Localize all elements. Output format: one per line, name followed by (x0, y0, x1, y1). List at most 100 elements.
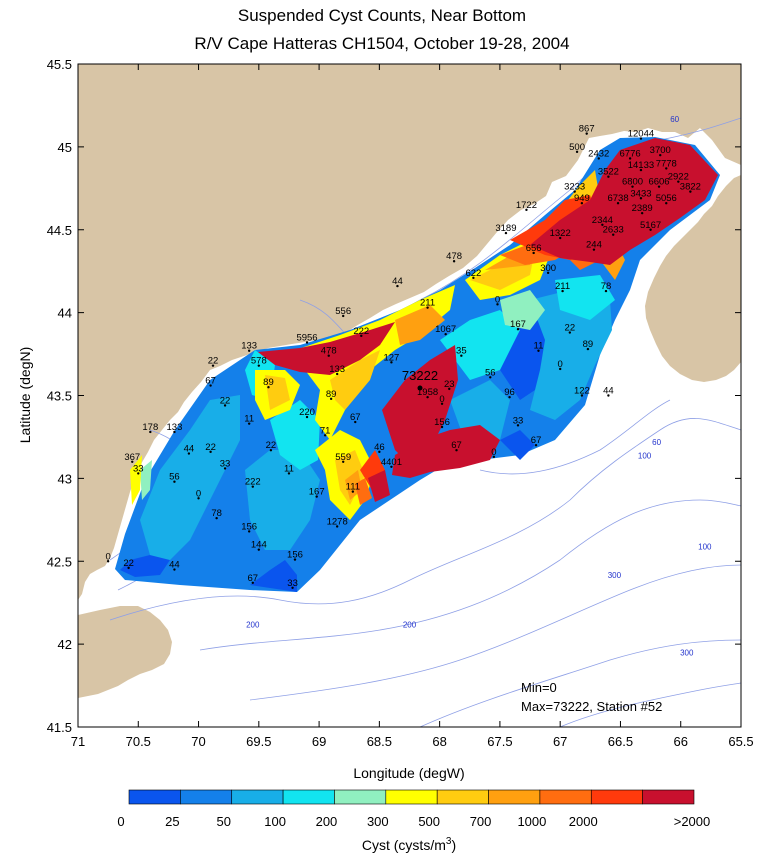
station-marker (396, 284, 399, 288)
station-marker (586, 347, 590, 351)
colorbar-swatch (334, 789, 387, 805)
station-value-label: 6800 (622, 177, 643, 188)
station-value-label: 22 (266, 440, 277, 451)
station-value-label: 478 (321, 346, 337, 357)
land-masses (78, 64, 741, 698)
station-marker (585, 132, 588, 135)
station-value-label: 3700 (650, 145, 671, 156)
station-marker (607, 175, 610, 178)
station-marker (580, 202, 584, 205)
colorbar-tick-label: 100 (264, 814, 286, 829)
station-value-label: 12044 (628, 129, 654, 140)
colorbar-tick-label: 200 (316, 814, 338, 829)
station-marker (247, 530, 251, 533)
station-value-label: 127 (383, 352, 399, 363)
colorbar-swatch (539, 789, 592, 805)
station-marker (444, 332, 447, 336)
station-marker (452, 260, 456, 263)
x-tick-label: 70 (191, 734, 205, 749)
station-marker (315, 495, 318, 498)
y-tick-label: 42.5 (47, 554, 72, 569)
station-value-label: 78 (601, 281, 612, 292)
station-marker (305, 341, 309, 344)
station-value-label: 67 (531, 435, 542, 446)
colorbar-tick-label: 700 (470, 814, 492, 829)
x-tick-label: 67.5 (487, 734, 512, 749)
station-value-label: 478 (446, 251, 462, 262)
station-marker (492, 455, 496, 459)
y-tick-label: 42 (58, 637, 72, 652)
isobath-depth-label: 300 (680, 649, 694, 658)
station-marker (607, 394, 610, 397)
colorbar-swatch (590, 789, 643, 805)
station-value-label: 67 (205, 376, 216, 387)
station-marker (440, 402, 444, 405)
y-axis-ticks: 45.5 45 44.5 44 43.5 43 42.5 42 41.5 (47, 57, 741, 735)
min-annotation: Min=0 (521, 680, 557, 695)
isobath-depth-label: 100 (698, 543, 712, 552)
station-value-label: 622 (465, 268, 481, 279)
station-marker (426, 395, 429, 399)
colorbar-swatch (282, 789, 335, 805)
station-value-label: 71 (320, 425, 331, 436)
station-value-label: 67 (451, 440, 462, 451)
station-marker (592, 248, 596, 251)
station-marker (351, 490, 355, 493)
station-marker (378, 450, 381, 454)
x-tick-label: 65.5 (728, 734, 753, 749)
y-tick-label: 44 (58, 306, 72, 321)
station-value-label: 44 (169, 560, 180, 571)
station-value-label: 167 (510, 319, 526, 330)
station-value-label: 44 (603, 386, 614, 397)
colorbar-swatch (642, 789, 695, 805)
colorbar-swatch (231, 789, 284, 805)
station-marker (534, 444, 538, 447)
station-marker (568, 331, 572, 334)
station-value-label: 949 (574, 193, 590, 204)
colorbar-label-close: ) (451, 837, 456, 853)
station-value-label: 96 (504, 387, 515, 398)
station-marker (149, 430, 152, 434)
x-tick-label: 66.5 (608, 734, 633, 749)
station-marker (335, 525, 339, 528)
x-tick-label: 67 (553, 734, 567, 749)
station-value-label: 2922 (668, 172, 689, 183)
station-marker (360, 334, 363, 338)
station-value-label: 11 (284, 463, 294, 474)
station-value-label: 1322 (550, 228, 571, 239)
x-tick-label: 69 (312, 734, 326, 749)
station-value-label: 556 (335, 306, 351, 317)
station-value-label: 89 (326, 389, 337, 400)
station-marker (305, 415, 309, 419)
station-value-label: 500 (569, 142, 585, 153)
cyst-contour-field (115, 137, 720, 592)
station-marker (137, 472, 140, 475)
station-marker (390, 465, 393, 468)
x-tick-label: 66 (673, 734, 687, 749)
colorbar-tick-label: 500 (418, 814, 440, 829)
station-marker (209, 384, 212, 387)
station-marker (460, 354, 463, 357)
station-value-label: 3433 (630, 188, 651, 199)
station-value-label: 33 (133, 463, 144, 474)
station-marker (247, 349, 251, 352)
station-value-label: 122 (574, 386, 590, 397)
station-value-label: 2633 (603, 225, 624, 236)
station-marker (209, 450, 212, 454)
station-marker (257, 548, 261, 551)
colorbar-tick-label: 2000 (569, 814, 598, 829)
station-marker (390, 361, 393, 364)
station-value-label: 22 (220, 395, 231, 406)
station-value-label: 89 (583, 339, 594, 350)
station-marker (327, 354, 330, 357)
station-value-label: 0 (491, 447, 496, 458)
station-value-label: 1722 (516, 200, 537, 211)
isobath-depth-label: 100 (638, 451, 652, 460)
station-marker (616, 202, 620, 205)
y-tick-label: 45.5 (47, 57, 72, 72)
station-marker (251, 581, 254, 584)
station-marker (223, 467, 227, 470)
station-marker (580, 394, 584, 397)
